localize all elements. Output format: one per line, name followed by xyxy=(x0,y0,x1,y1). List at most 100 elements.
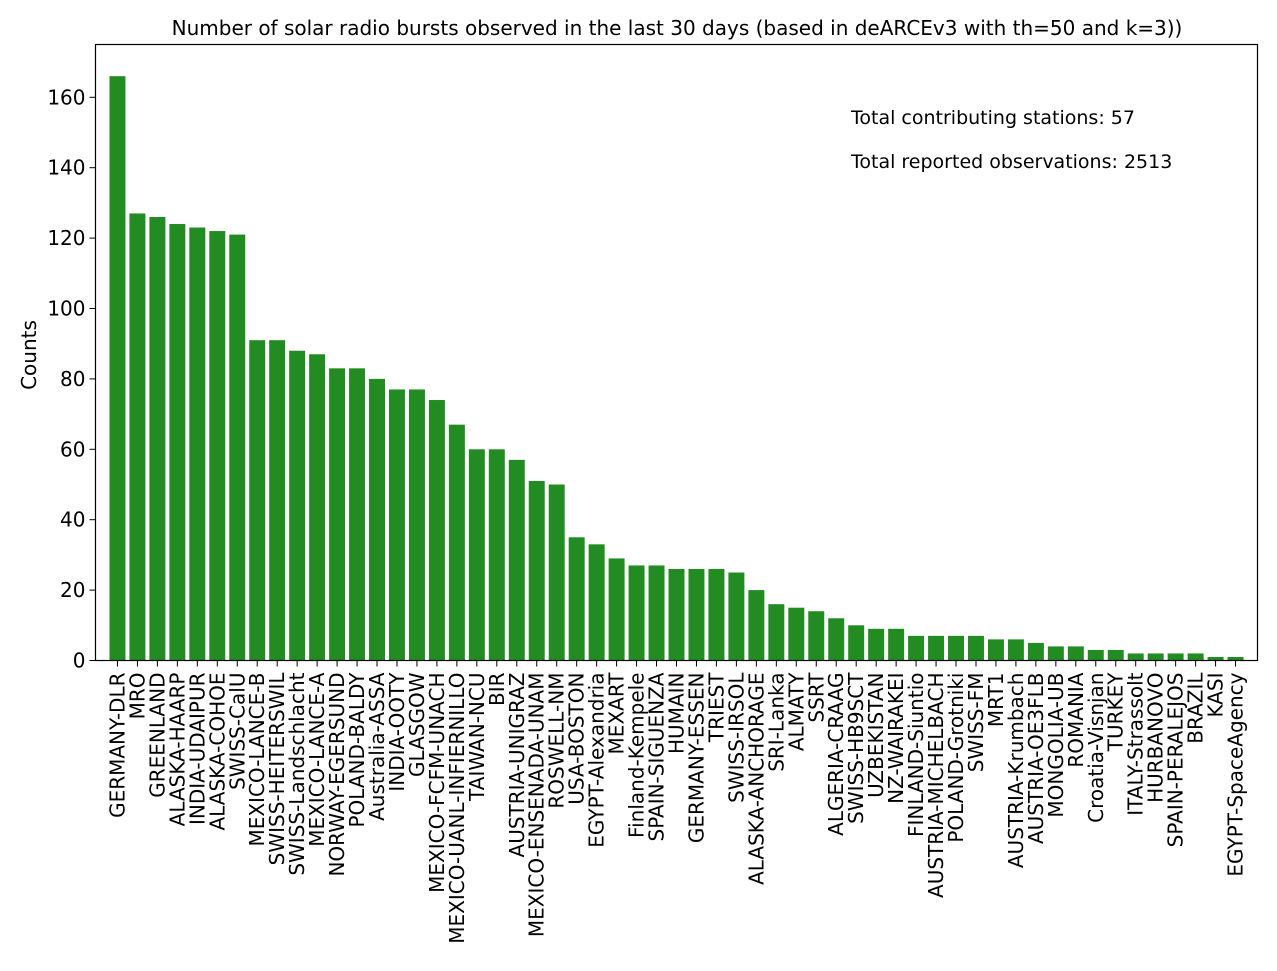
x-tick-label: Australia-ASSA xyxy=(365,672,389,821)
chart-title: Number of solar radio bursts observed in… xyxy=(172,16,1183,40)
bar xyxy=(528,480,545,661)
bar xyxy=(848,625,865,661)
x-tick-label: BIR xyxy=(485,672,509,706)
x-tick-label: GERMANY-ESSEN xyxy=(684,673,708,844)
x-tick-label: Finland-Kempele xyxy=(625,673,649,838)
x-tick-label: SWISS-IRSOL xyxy=(724,672,748,803)
x-tick-label: NZ-WAIRAKEI xyxy=(884,673,908,804)
bar xyxy=(1107,649,1124,661)
x-tick-label: INDIA-UDAIPUR xyxy=(185,672,209,825)
bar xyxy=(1207,656,1224,661)
x-tick-label: ALGERIA-CRAAG xyxy=(824,673,848,836)
x-tick-label: MONGOLIA-UB xyxy=(1044,673,1068,818)
bar xyxy=(968,635,984,661)
y-tick-label: 80 xyxy=(60,367,85,391)
bar xyxy=(928,635,945,661)
bar xyxy=(468,449,485,661)
x-tick-label: MRT1 xyxy=(984,672,1008,727)
bar xyxy=(169,224,186,661)
x-tick-label: SRI-Lanka xyxy=(764,673,788,772)
bar xyxy=(428,400,445,661)
y-axis-label: Counts xyxy=(17,320,41,390)
x-tick-label: MEXICO-FCFM-UNACH xyxy=(425,673,449,893)
x-tick-label: HURBANOVO xyxy=(1144,673,1168,803)
x-tick-label: ALASKA-HAARP xyxy=(165,673,189,827)
bar xyxy=(289,350,306,661)
y-tick-label: 140 xyxy=(47,156,85,180)
bar xyxy=(1027,642,1044,661)
bars-group xyxy=(109,76,1244,661)
bar xyxy=(408,389,425,661)
bar xyxy=(768,604,785,661)
bar xyxy=(109,76,126,661)
x-tick-label: SWISS-CalU xyxy=(225,673,249,790)
bar xyxy=(708,568,725,661)
x-tick-label: SSRT xyxy=(804,672,828,723)
y-tick-label: 40 xyxy=(60,508,85,532)
y-tick-label: 60 xyxy=(60,437,85,461)
x-tick-label: MRO xyxy=(125,673,149,720)
bar xyxy=(987,639,1004,661)
total-stations-annotation: Total contributing stations: 57 xyxy=(850,107,1135,129)
bar xyxy=(488,449,505,661)
x-tick-label: INDIA-OOTY xyxy=(385,672,409,792)
bar xyxy=(1147,653,1164,661)
bar xyxy=(329,368,346,661)
x-tick-label: HUMAIN xyxy=(665,673,689,754)
bar xyxy=(828,618,845,661)
x-tick-label: MEXICO-UANL-INFIERNILLO xyxy=(445,673,469,944)
bar xyxy=(309,354,326,661)
x-tick-label: ROSWELL-NM xyxy=(545,673,569,809)
bar xyxy=(209,231,226,661)
x-tick-label: AUSTRIA-Krumbach xyxy=(1004,672,1028,868)
bar xyxy=(908,635,925,661)
bar xyxy=(1087,649,1104,661)
x-tick-label: GREENLAND xyxy=(145,673,169,798)
x-tick-label: BRAZIL xyxy=(1184,672,1208,744)
bar xyxy=(948,635,964,661)
x-tick-label: GERMANY-DLR xyxy=(105,672,129,818)
x-tick-label: GLASGOW xyxy=(405,672,429,777)
x-tick-label: KASI xyxy=(1204,673,1228,718)
y-tick-label: 20 xyxy=(60,578,85,602)
bar xyxy=(548,484,565,661)
bar xyxy=(1187,653,1204,661)
bar xyxy=(568,537,585,661)
x-tick-label: POLAND-BALDY xyxy=(345,672,369,828)
x-tick-label: ROMANIA xyxy=(1064,672,1088,767)
x-tick-label: AUSTRIA-MICHELBACH xyxy=(924,673,948,898)
y-tick-label: 100 xyxy=(47,297,85,321)
bar xyxy=(748,590,765,661)
x-tick-label: ALASKA-ANCHORAGE xyxy=(744,673,768,885)
x-tick-label: MEXART xyxy=(605,672,629,755)
x-tick-label: SWISS-Landschlacht xyxy=(285,672,309,875)
x-tick-label: POLAND-Grotniki xyxy=(944,673,968,843)
x-tick-label: MEXICO-ENSENADA-UNAM xyxy=(525,673,549,938)
x-tick-label: TURKEY xyxy=(1104,672,1128,753)
x-tick-label: SWISS-HEITERSWIL xyxy=(265,672,289,866)
x-tick-label: EGYPT-SpaceAgency xyxy=(1224,672,1248,876)
bar xyxy=(688,568,705,661)
bar xyxy=(189,227,206,661)
x-tick-label: USA-BOSTON xyxy=(565,673,589,805)
bar xyxy=(668,568,685,661)
bar xyxy=(1127,653,1144,661)
bar xyxy=(149,216,166,661)
x-tick-label: TRIEST xyxy=(704,672,728,743)
x-tick-label: AUSTRIA-OE3FLB xyxy=(1024,673,1048,845)
bar xyxy=(1047,646,1064,661)
x-tick-label: ALASKA-COHOE xyxy=(205,673,229,831)
total-observations-annotation: Total reported observations: 2513 xyxy=(850,151,1172,173)
x-tick-label: ALMATY xyxy=(784,672,808,751)
bar xyxy=(349,368,366,661)
bar xyxy=(588,544,605,661)
bar xyxy=(728,572,745,661)
x-tick-label: EGYPT-Alexandria xyxy=(585,673,609,848)
y-tick-label: 160 xyxy=(47,85,85,109)
bar xyxy=(448,424,465,661)
bar xyxy=(648,565,665,661)
bar xyxy=(1227,656,1244,661)
bar xyxy=(628,565,645,661)
bar xyxy=(388,389,405,661)
